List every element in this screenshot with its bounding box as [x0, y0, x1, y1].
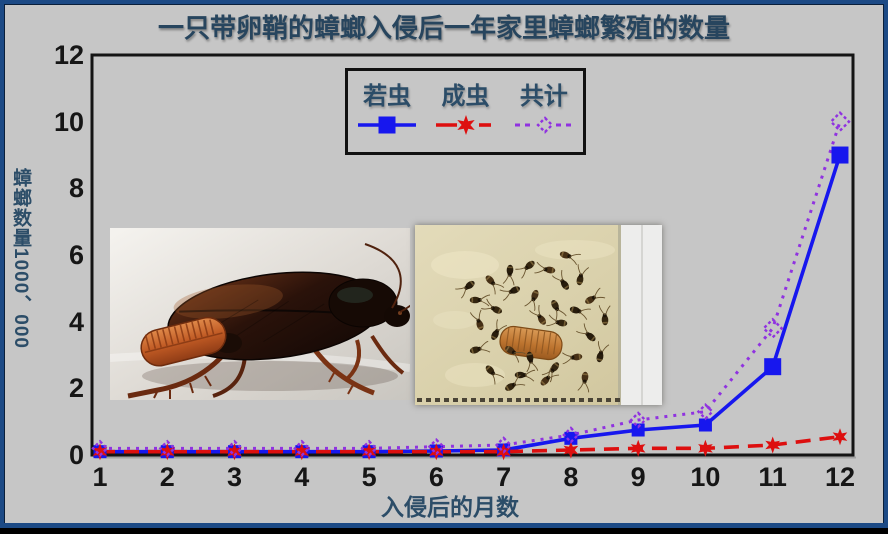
x-tick-label: 11 — [758, 462, 787, 492]
x-axis-label: 入侵后的月数 — [381, 494, 519, 520]
chart-legend: 若虫 成虫 共计 — [345, 68, 586, 155]
x-tick-label: 10 — [690, 462, 721, 492]
legend-marker-nymph-icon — [358, 116, 417, 134]
y-tick-label: 10 — [53, 106, 84, 137]
cockroach-with-ootheca-photo — [110, 228, 410, 400]
y-axis-label: 蟑螂数量1000、000 — [10, 167, 31, 349]
y-tick-label: 6 — [68, 240, 84, 271]
y-tick-label: 8 — [68, 173, 84, 204]
x-tick-label: 6 — [428, 462, 444, 492]
y-tick-label: 0 — [68, 440, 84, 470]
slide-edge-bottom — [0, 528, 888, 534]
y-tick-label: 2 — [68, 373, 84, 404]
x-tick-label: 8 — [563, 462, 579, 492]
x-tick-label: 2 — [159, 462, 175, 492]
x-tick-label: 4 — [294, 462, 310, 492]
x-tick-label: 7 — [496, 462, 512, 492]
chart-title: 一只带卵鞘的蟑螂入侵后一年家里蟑螂繁殖的数量 — [157, 13, 730, 43]
x-tick-label: 9 — [630, 462, 646, 492]
legend-marker-adult-icon — [436, 115, 492, 135]
cockroach-illustration — [110, 228, 410, 400]
y-tick-label: 12 — [53, 40, 84, 71]
legend-marker-total-icon — [514, 116, 573, 134]
nymphs-on-sticky-trap-photo — [415, 225, 662, 405]
x-tick-label: 1 — [92, 462, 108, 492]
x-tick-label: 5 — [361, 462, 377, 492]
y-tick-label: 4 — [68, 306, 84, 337]
legend-label-nymph: 若虫 — [363, 83, 412, 110]
legend-label-adult: 成虫 — [441, 83, 490, 110]
nymphs-illustration — [415, 225, 662, 405]
legend-item-adult: 成虫 — [433, 76, 497, 137]
x-tick-label: 3 — [227, 462, 243, 492]
legend-item-total: 共计 — [512, 76, 576, 137]
legend-item-nymph: 若虫 — [355, 76, 419, 137]
legend-label-total: 共计 — [519, 83, 568, 110]
x-tick-label: 12 — [824, 462, 855, 492]
slide-border-bottom — [0, 523, 888, 528]
